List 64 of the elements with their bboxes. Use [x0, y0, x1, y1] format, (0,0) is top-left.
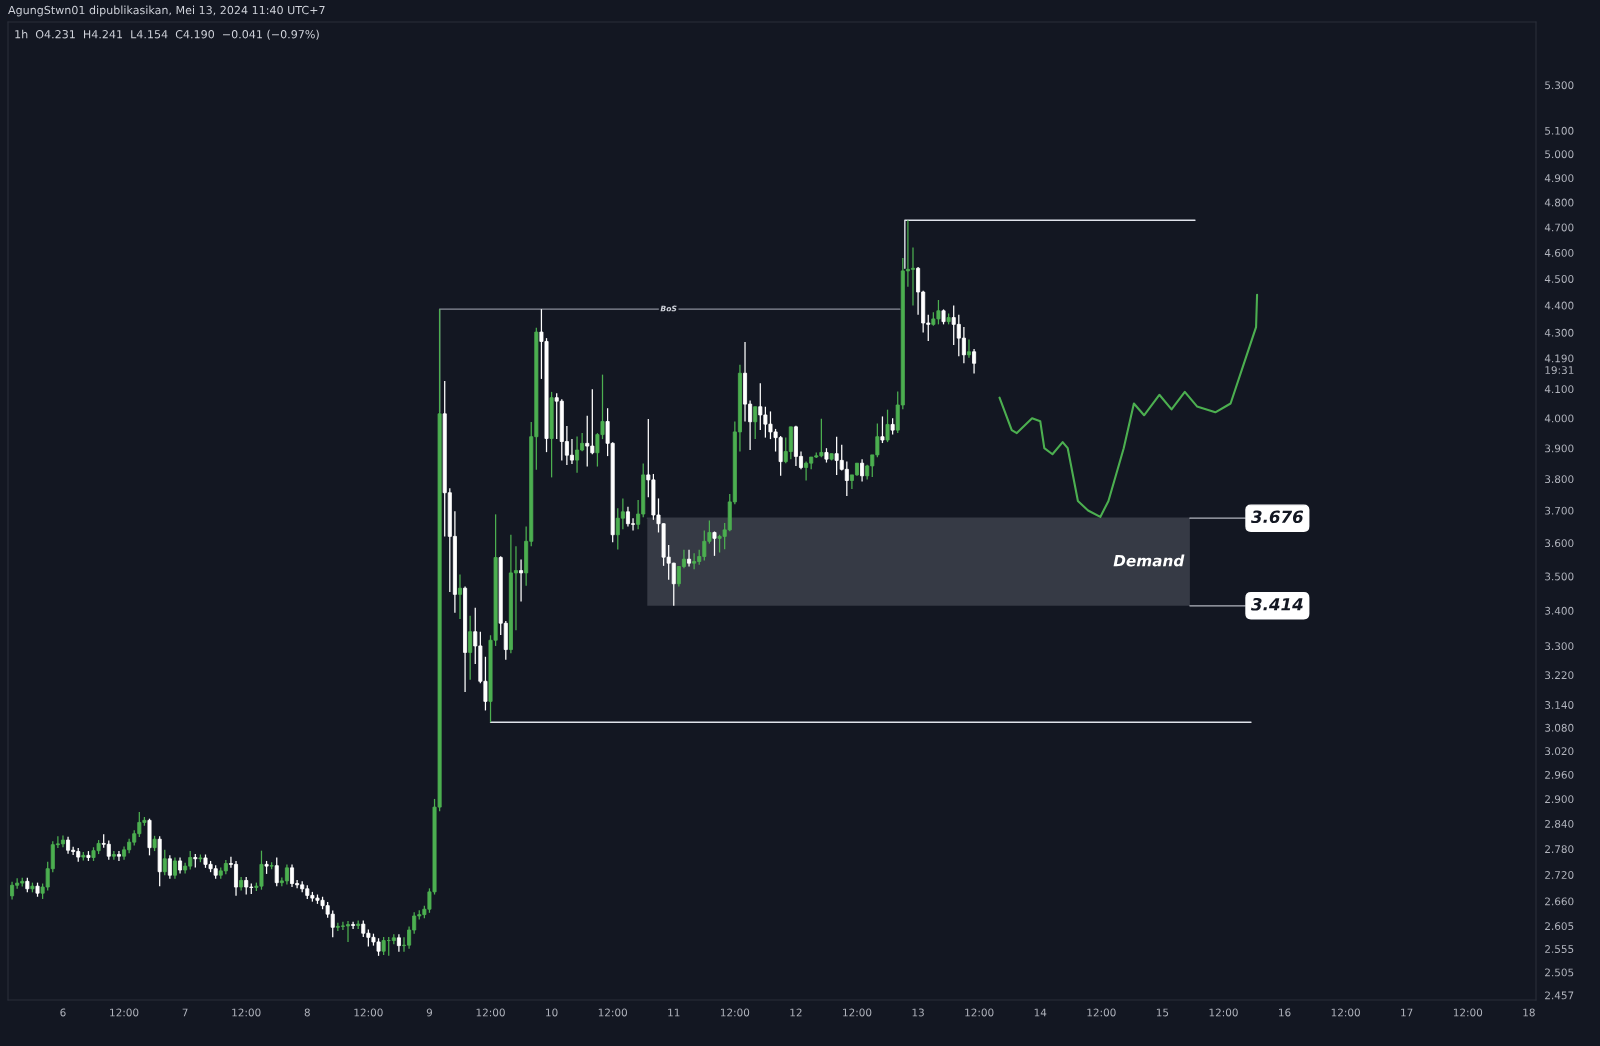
y-tick-label: 3.220 — [1545, 671, 1574, 680]
x-tick-label: 6 — [60, 1008, 66, 1017]
y-tick-label: 4.700 — [1544, 223, 1574, 232]
x-tick-label: 13 — [912, 1008, 924, 1017]
x-tick-label: 12 — [790, 1008, 802, 1017]
x-tick-label: 16 — [1279, 1008, 1291, 1017]
y-tick-label: 2.605 — [1545, 922, 1574, 931]
y-tick-label: 4.400 — [1544, 301, 1574, 310]
y-tick-label: 3.500 — [1545, 572, 1574, 581]
y-tick-label: 4.500 — [1544, 275, 1574, 283]
y-tick-label: 3.300 — [1545, 642, 1574, 651]
x-tick-label: 12:00 — [598, 1008, 627, 1017]
annotation: 3.676 — [1251, 510, 1304, 524]
chart-title: AgungStwn01 dipublikasikan, Mei 13, 2024 11:40 UTC+7 — [8, 5, 325, 17]
y-tick-label: 3.400 — [1545, 606, 1574, 615]
y-tick-label: 2.660 — [1545, 897, 1574, 906]
x-tick-label: 14 — [1034, 1008, 1047, 1017]
x-tick-label: 17 — [1401, 1008, 1413, 1017]
x-tick-label: 12:00 — [110, 1008, 139, 1017]
x-tick-label: 12:00 — [720, 1008, 750, 1017]
y-tick-label: 5.100 — [1545, 126, 1574, 135]
y-tick-label: 2.720 — [1545, 871, 1574, 879]
y-tick-label: 3.140 — [1545, 701, 1574, 709]
x-tick-label: 12:00 — [354, 1008, 383, 1017]
y-tick-label: 4.900 — [1544, 174, 1574, 183]
x-tick-label: 12:00 — [965, 1008, 994, 1017]
x-tick-label: 10 — [546, 1008, 558, 1017]
y-tick-label: 2.555 — [1545, 945, 1574, 953]
x-tick-label: 12:00 — [476, 1008, 505, 1017]
y-tick-label: 2.840 — [1545, 819, 1574, 828]
y-tick-label: 4.100 — [1544, 385, 1574, 394]
x-tick-label: 12:00 — [1453, 1008, 1483, 1017]
annotation: 3.414 — [1251, 597, 1303, 611]
y-tick-label: 5.000 — [1545, 150, 1574, 159]
y-tick-label: 2.505 — [1545, 968, 1574, 977]
x-tick-label: 9 — [426, 1008, 433, 1017]
x-tick-label: 12:00 — [1331, 1008, 1360, 1017]
y-tick-label: 3.600 — [1545, 539, 1574, 548]
y-tick-label: 2.457 — [1545, 991, 1574, 1000]
x-tick-label: 12:00 — [843, 1008, 872, 1017]
x-tick-label: 11 — [668, 1008, 680, 1017]
y-tick-label: 3.080 — [1545, 723, 1574, 732]
x-tick-label: 12:00 — [1087, 1008, 1116, 1017]
y-tick-label: 2.960 — [1545, 770, 1574, 779]
y-tick-label: 3.700 — [1545, 506, 1574, 515]
y-tick-label: 4.800 — [1544, 198, 1574, 207]
y-tick-label: 4.190 19:31 — [1544, 354, 1574, 375]
y-tick-label: 3.900 — [1545, 444, 1574, 453]
y-tick-label: 4.600 — [1544, 248, 1574, 257]
x-tick-label: 15 — [1156, 1008, 1169, 1017]
x-tick-label: 18 — [1523, 1008, 1535, 1017]
x-tick-label: 8 — [304, 1008, 310, 1017]
text: 1h O4.231 H4.241 L4.154 C4.190 −0.041 (−0.97%) — [15, 29, 319, 40]
y-tick-label: 2.900 — [1545, 795, 1574, 804]
y-tick-label: 4.300 — [1544, 328, 1574, 337]
y-tick-label: 5.300 — [1545, 81, 1574, 90]
x-tick-label: 7 — [182, 1008, 188, 1017]
x-tick-label: 12:00 — [1209, 1008, 1238, 1017]
y-tick-label: 4.000 — [1544, 414, 1574, 423]
y-tick-label: 3.800 — [1545, 475, 1574, 484]
y-tick-label: 2.780 — [1545, 845, 1574, 854]
annotation: Demand — [1113, 554, 1185, 567]
x-tick-label: 12:00 — [232, 1008, 261, 1017]
y-tick-label: 3.020 — [1545, 747, 1574, 756]
